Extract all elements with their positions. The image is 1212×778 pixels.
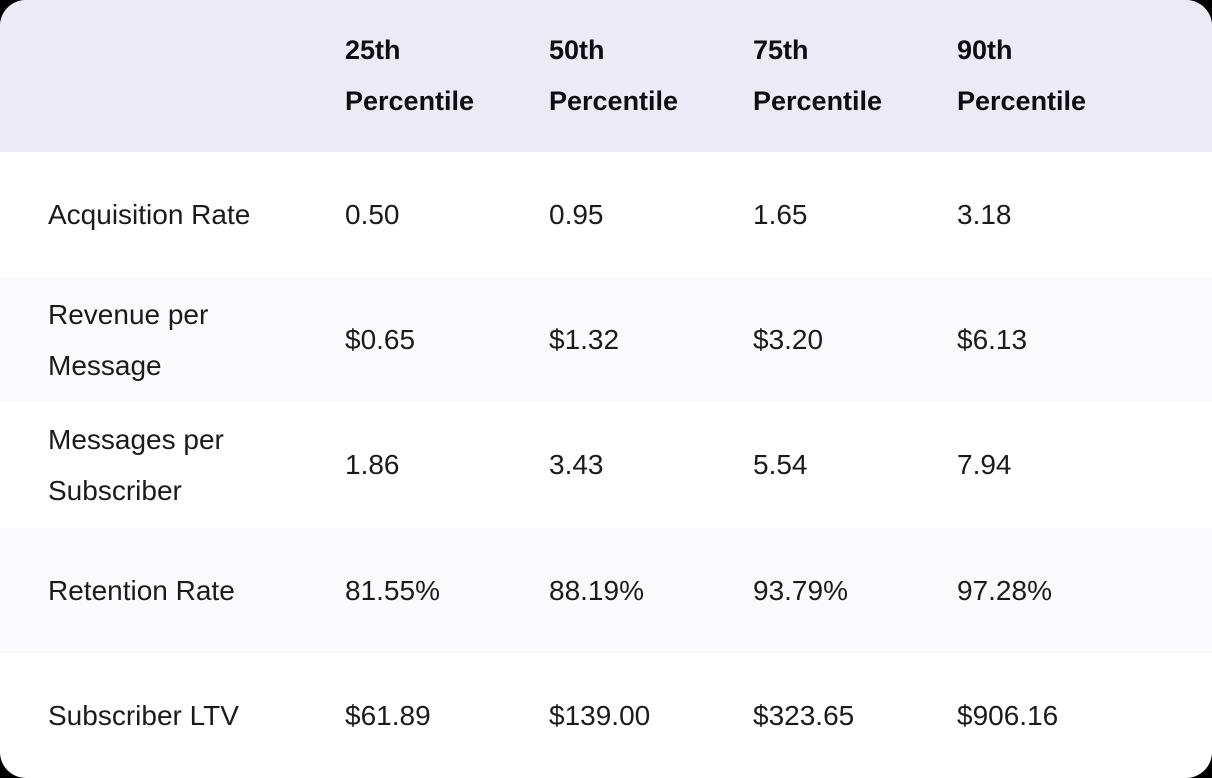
cell-value: 5.54 <box>753 449 808 481</box>
table-row-subscriber-ltv: Subscriber LTV $61.89 $139.00 $323.65 $9… <box>0 653 1212 778</box>
column-header-75th: 75th Percentile <box>753 35 883 116</box>
cell-value: 3.43 <box>549 449 604 481</box>
table-header-row: 25th Percentile 50th Percentile 75th Per… <box>0 0 1212 152</box>
cell-value: 0.50 <box>345 199 400 231</box>
cell-value: $3.20 <box>753 324 824 356</box>
row-label: Messages per Subscriber <box>48 423 224 506</box>
cell-value: $61.89 <box>345 699 431 731</box>
row-label: Revenue per Message <box>48 298 209 381</box>
table-row-messages-per-subscriber: Messages per Subscriber 1.86 3.43 5.54 7… <box>0 402 1212 527</box>
cell-value: 81.55% <box>345 574 440 606</box>
cell-value: $323.65 <box>753 699 855 731</box>
cell-value: $0.65 <box>345 324 416 356</box>
cell-value: $906.16 <box>957 699 1059 731</box>
table-row-acquisition-rate: Acquisition Rate 0.50 0.95 1.65 3.18 <box>0 152 1212 277</box>
cell-value: 7.94 <box>957 449 1012 481</box>
cell-value: $6.13 <box>957 324 1028 356</box>
column-header-25th: 25th Percentile <box>345 35 475 116</box>
table-row-retention-rate: Retention Rate 81.55% 88.19% 93.79% 97.2… <box>0 527 1212 653</box>
cell-value: 3.18 <box>957 199 1012 231</box>
row-label: Subscriber LTV <box>48 699 239 731</box>
cell-value: 93.79% <box>753 574 848 606</box>
cell-value: $139.00 <box>549 699 651 731</box>
cell-value: $1.32 <box>549 324 620 356</box>
column-header-50th: 50th Percentile <box>549 35 679 116</box>
cell-value: 0.95 <box>549 199 604 231</box>
cell-value: 88.19% <box>549 574 644 606</box>
cell-value: 97.28% <box>957 574 1052 606</box>
row-label: Acquisition Rate <box>48 199 251 231</box>
cell-value: 1.65 <box>753 199 808 231</box>
table-row-revenue-per-message: Revenue per Message $0.65 $1.32 $3.20 $6… <box>0 277 1212 403</box>
column-header-90th: 90th Percentile <box>957 35 1087 116</box>
cell-value: 1.86 <box>345 449 400 481</box>
row-label: Retention Rate <box>48 574 235 606</box>
